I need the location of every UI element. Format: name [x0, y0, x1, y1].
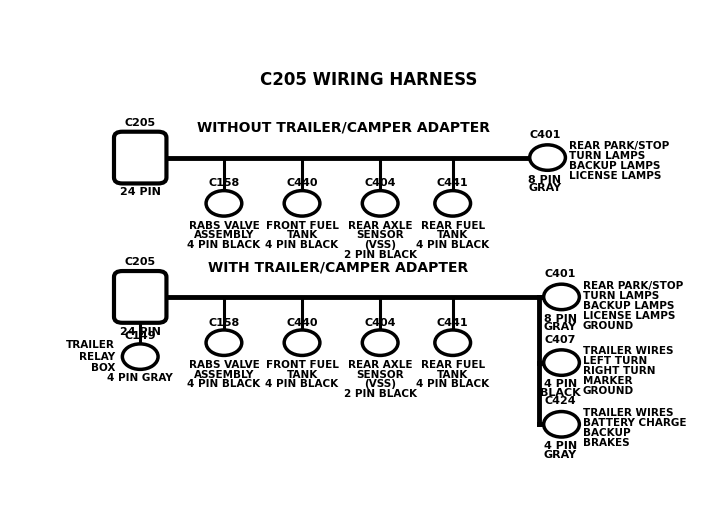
Text: 2 PIN BLACK: 2 PIN BLACK [343, 389, 417, 399]
Circle shape [435, 191, 471, 216]
Text: 24 PIN: 24 PIN [120, 327, 161, 337]
Text: C149: C149 [125, 331, 156, 342]
Text: 24 PIN: 24 PIN [120, 188, 161, 197]
Text: TANK: TANK [287, 231, 318, 240]
Text: 4 PIN: 4 PIN [544, 441, 577, 451]
Text: BACKUP: BACKUP [582, 428, 630, 438]
Text: C424: C424 [544, 397, 576, 406]
Text: RABS VALVE: RABS VALVE [189, 221, 259, 231]
Text: GROUND: GROUND [582, 386, 634, 396]
Text: SENSOR: SENSOR [356, 231, 404, 240]
Text: C205 WIRING HARNESS: C205 WIRING HARNESS [261, 71, 477, 89]
Text: MARKER: MARKER [582, 376, 632, 386]
Text: 4 PIN GRAY: 4 PIN GRAY [107, 373, 173, 383]
Text: 4 PIN BLACK: 4 PIN BLACK [187, 240, 261, 250]
Text: C158: C158 [208, 178, 240, 188]
Text: C441: C441 [437, 317, 469, 328]
Text: 2 PIN BLACK: 2 PIN BLACK [343, 250, 417, 260]
Text: REAR PARK/STOP: REAR PARK/STOP [582, 281, 683, 291]
Text: 4 PIN BLACK: 4 PIN BLACK [266, 379, 338, 389]
Circle shape [544, 412, 580, 437]
Circle shape [544, 350, 580, 375]
Text: TRAILER WIRES: TRAILER WIRES [582, 408, 673, 418]
Circle shape [206, 191, 242, 216]
Text: LICENSE LAMPS: LICENSE LAMPS [569, 171, 661, 181]
Text: C205: C205 [125, 257, 156, 267]
Text: LICENSE LAMPS: LICENSE LAMPS [582, 311, 675, 321]
Circle shape [544, 284, 580, 310]
Circle shape [362, 330, 398, 355]
Text: TANK: TANK [437, 370, 468, 380]
Text: REAR FUEL: REAR FUEL [420, 360, 485, 370]
Text: BACKUP LAMPS: BACKUP LAMPS [569, 161, 660, 171]
Text: SENSOR: SENSOR [356, 370, 404, 380]
Text: TANK: TANK [437, 231, 468, 240]
Text: WITHOUT TRAILER/CAMPER ADAPTER: WITHOUT TRAILER/CAMPER ADAPTER [197, 121, 490, 135]
Circle shape [284, 191, 320, 216]
Text: TRAILER WIRES: TRAILER WIRES [582, 346, 673, 356]
Text: REAR PARK/STOP: REAR PARK/STOP [569, 142, 669, 151]
Circle shape [435, 330, 471, 355]
FancyBboxPatch shape [114, 271, 166, 323]
Text: ASSEMBLY: ASSEMBLY [194, 370, 254, 380]
Text: RABS VALVE: RABS VALVE [189, 360, 259, 370]
Text: FRONT FUEL: FRONT FUEL [266, 360, 338, 370]
Text: 4 PIN BLACK: 4 PIN BLACK [416, 240, 490, 250]
Text: 4 PIN: 4 PIN [544, 379, 577, 389]
Text: REAR FUEL: REAR FUEL [420, 221, 485, 231]
Text: 4 PIN BLACK: 4 PIN BLACK [416, 379, 490, 389]
Text: 4 PIN BLACK: 4 PIN BLACK [266, 240, 338, 250]
Text: BACKUP LAMPS: BACKUP LAMPS [582, 301, 674, 311]
Circle shape [284, 330, 320, 355]
Text: TURN LAMPS: TURN LAMPS [582, 291, 659, 301]
Circle shape [206, 330, 242, 355]
Text: 4 PIN BLACK: 4 PIN BLACK [187, 379, 261, 389]
Text: GRAY: GRAY [544, 323, 577, 332]
Text: C401: C401 [529, 130, 560, 140]
Text: ASSEMBLY: ASSEMBLY [194, 231, 254, 240]
Circle shape [122, 344, 158, 369]
Text: WITH TRAILER/CAMPER ADAPTER: WITH TRAILER/CAMPER ADAPTER [208, 260, 469, 274]
Circle shape [362, 191, 398, 216]
Text: TANK: TANK [287, 370, 318, 380]
Text: GROUND: GROUND [582, 321, 634, 330]
Text: C205: C205 [125, 118, 156, 128]
Text: C401: C401 [545, 269, 576, 279]
Circle shape [530, 145, 565, 170]
Text: BLACK: BLACK [540, 388, 581, 398]
Text: TRAILER
RELAY
BOX: TRAILER RELAY BOX [66, 340, 115, 373]
Text: BATTERY CHARGE: BATTERY CHARGE [582, 418, 686, 428]
Text: 8 PIN: 8 PIN [528, 175, 562, 185]
Text: 8 PIN: 8 PIN [544, 314, 577, 324]
Text: C404: C404 [364, 178, 396, 188]
Text: REAR AXLE: REAR AXLE [348, 360, 413, 370]
Text: C440: C440 [287, 178, 318, 188]
Text: C440: C440 [287, 317, 318, 328]
Text: LEFT TURN: LEFT TURN [582, 356, 647, 367]
Text: FRONT FUEL: FRONT FUEL [266, 221, 338, 231]
Text: BRAKES: BRAKES [582, 438, 629, 448]
Text: C407: C407 [545, 334, 576, 345]
Text: TURN LAMPS: TURN LAMPS [569, 151, 645, 161]
Text: C441: C441 [437, 178, 469, 188]
Text: (VSS): (VSS) [364, 379, 396, 389]
FancyBboxPatch shape [114, 132, 166, 184]
Text: GRAY: GRAY [544, 450, 577, 460]
Text: C158: C158 [208, 317, 240, 328]
Text: RIGHT TURN: RIGHT TURN [582, 367, 655, 376]
Text: (VSS): (VSS) [364, 240, 396, 250]
Text: GRAY: GRAY [528, 184, 562, 193]
Text: C404: C404 [364, 317, 396, 328]
Text: REAR AXLE: REAR AXLE [348, 221, 413, 231]
